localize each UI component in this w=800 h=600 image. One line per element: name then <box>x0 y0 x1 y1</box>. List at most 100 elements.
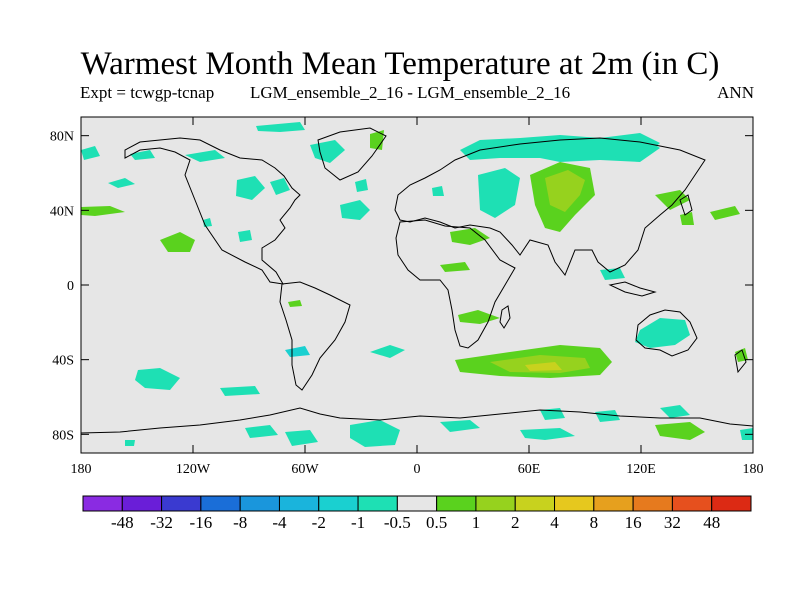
anomaly-patch <box>288 300 302 307</box>
colorbar-label: 8 <box>590 513 599 532</box>
colorbar-label: 32 <box>664 513 681 532</box>
colorbar-swatch <box>200 495 241 512</box>
anomaly-patch <box>270 178 290 195</box>
colorbar-label: 16 <box>625 513 642 532</box>
coastline-africa <box>395 219 516 349</box>
colorbar-swatch <box>278 495 320 512</box>
colorbar-label: -4 <box>272 513 287 532</box>
coastline-antarctica <box>81 407 753 434</box>
colorbar: -48 -32 -16 -8 -4 -2 -1 -0.5 0.5 1 2 4 8 16 32 48 <box>82 495 752 532</box>
anomaly-patch <box>680 212 694 225</box>
coastline-north-america <box>124 137 301 285</box>
anomaly-patch <box>370 345 405 358</box>
coastline-eurasia <box>394 137 706 277</box>
colorbar-label: -48 <box>111 513 134 532</box>
colorbar-swatch <box>436 495 477 512</box>
coastline-madagascar <box>499 305 511 329</box>
anomaly-patch <box>125 440 135 446</box>
anomaly-patch <box>81 146 100 160</box>
anomaly-patch <box>245 425 278 438</box>
lon-tick-label: 120W <box>176 462 211 477</box>
anomaly-patch <box>710 206 740 220</box>
colorbar-swatch <box>554 495 595 512</box>
colorbar-label: -8 <box>233 513 247 532</box>
lon-tick-label: 0 <box>414 462 421 477</box>
colorbar-swatch <box>121 495 163 512</box>
colorbar-swatch <box>239 495 280 512</box>
lat-tick-label: 80S <box>52 428 74 443</box>
colorbar-swatch <box>318 495 359 512</box>
colorbar-label: 1 <box>472 513 481 532</box>
anomaly-patch <box>635 318 690 348</box>
lat-tick-label: 40N <box>50 204 74 219</box>
anomaly-patch <box>458 310 500 324</box>
anomaly-patch <box>236 176 265 200</box>
colorbar-swatch <box>514 495 556 512</box>
anomaly-patch <box>340 200 370 220</box>
lon-tick-label: 60E <box>518 462 541 477</box>
map-background <box>81 117 753 453</box>
colorbar-label: 48 <box>703 513 720 532</box>
anomaly-patch <box>238 230 252 242</box>
colorbar-swatch <box>357 495 398 512</box>
anomaly-patch <box>432 186 444 196</box>
anomaly-patch <box>285 430 318 446</box>
lon-tick-label: 180 <box>743 462 764 477</box>
colorbar-label: -2 <box>312 513 326 532</box>
anomaly-patch <box>370 130 384 150</box>
anomaly-patch <box>520 428 575 440</box>
lon-tick-label: 60W <box>291 462 319 477</box>
anomaly-patch <box>655 422 705 440</box>
colorbar-swatch <box>632 495 673 512</box>
coastline-greenland <box>317 127 387 181</box>
colorbar-swatch <box>396 495 438 512</box>
anomaly-patch <box>256 122 305 132</box>
colorbar-label: -0.5 <box>384 513 411 532</box>
lat-tick-label: 80N <box>50 130 74 145</box>
lat-tick-label: 40S <box>52 354 74 369</box>
anomaly-patch <box>160 232 195 252</box>
anomaly-patch <box>355 179 368 192</box>
season-label: ANN <box>717 83 754 102</box>
coastline-indonesia <box>608 281 657 297</box>
map-axes: 80N 40N 0 40S 80S 180 120W 60W 0 60E 120E 180 <box>50 117 764 477</box>
anomaly-patch <box>108 178 135 188</box>
anomaly-patch <box>350 420 400 447</box>
anomaly-patch <box>130 150 155 160</box>
colorbar-label: 4 <box>550 513 559 532</box>
coastline-australia <box>635 309 698 357</box>
colorbar-swatch <box>671 495 713 512</box>
anomaly-patch <box>660 405 690 418</box>
anomaly-patch <box>81 206 125 216</box>
lon-tick-label: 120E <box>626 462 656 477</box>
anomaly-patch <box>600 268 625 280</box>
chart-title: Warmest Month Mean Temperature at 2m (in… <box>80 46 720 82</box>
lat-tick-label: 0 <box>67 279 74 294</box>
colorbar-label: 0.5 <box>426 513 447 532</box>
experiment-label: Expt = tcwgp-tcnap <box>80 83 215 102</box>
anomaly-patch <box>440 262 470 272</box>
coastline-south-america <box>279 281 351 391</box>
colorbar-label: 2 <box>511 513 520 532</box>
colorbar-label: -16 <box>190 513 213 532</box>
colorbar-swatch <box>711 495 752 512</box>
anomaly-patch <box>525 362 562 371</box>
colorbar-swatch <box>161 495 202 512</box>
anomaly-patch <box>450 228 490 245</box>
ensemble-label: LGM_ensemble_2_16 - LGM_ensemble_2_16 <box>250 83 571 102</box>
colorbar-label: -1 <box>351 513 365 532</box>
anomaly-patch <box>595 410 620 422</box>
colorbar-swatch <box>475 495 516 512</box>
lon-tick-label: 180 <box>71 462 92 477</box>
anomaly-patch <box>478 168 520 218</box>
anomaly-patch <box>135 368 180 390</box>
coastlines <box>81 127 753 434</box>
anomaly-patch <box>440 420 480 432</box>
anomaly-fills <box>81 122 753 447</box>
colorbar-label: -32 <box>150 513 173 532</box>
coastline-japan <box>679 194 693 216</box>
anomaly-patch <box>285 346 310 357</box>
colorbar-swatch <box>593 495 634 512</box>
anomaly-patch <box>220 386 260 396</box>
